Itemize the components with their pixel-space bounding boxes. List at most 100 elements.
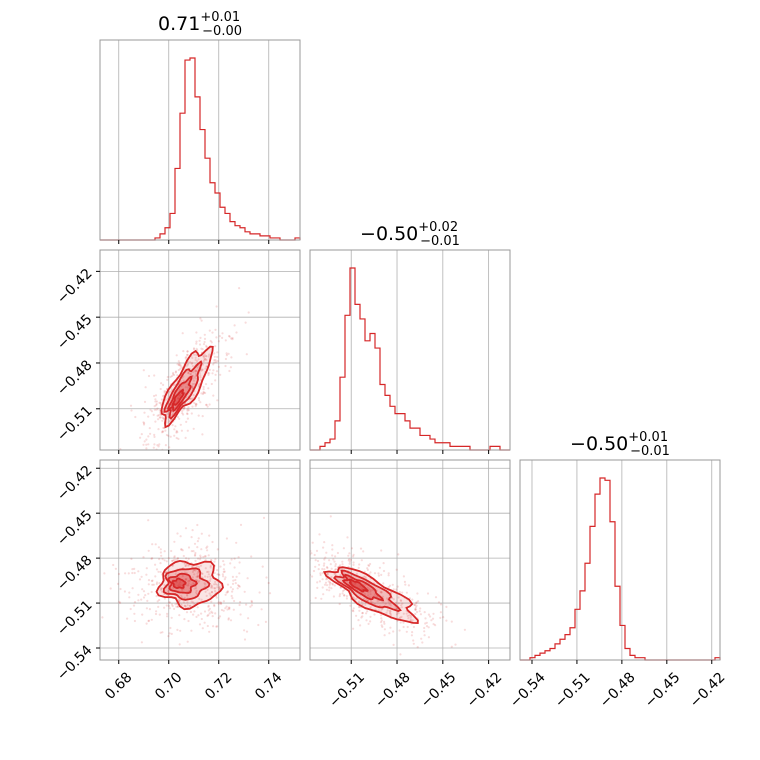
scatter-point xyxy=(222,575,225,578)
scatter-point xyxy=(138,578,142,581)
scatter-point xyxy=(202,360,205,363)
scatter-point xyxy=(245,630,249,633)
scatter-point xyxy=(262,516,266,520)
scatter-point xyxy=(185,557,188,560)
scatter-point xyxy=(388,609,391,613)
scatter-point xyxy=(204,555,207,558)
scatter-point xyxy=(200,347,203,350)
scatter-point xyxy=(193,554,197,557)
scatter-point xyxy=(316,559,320,563)
scatter-point xyxy=(207,554,210,557)
scatter-point xyxy=(184,564,188,567)
scatter-point xyxy=(226,608,229,611)
scatter-point xyxy=(168,446,171,449)
scatter-point xyxy=(175,605,178,608)
scatter-point xyxy=(380,591,383,594)
histogram-panel-1 xyxy=(309,249,511,451)
scatter-point xyxy=(348,552,351,555)
scatter-point xyxy=(141,588,144,591)
scatter-point xyxy=(365,598,368,601)
x-tick-label: 0.70 xyxy=(152,669,185,702)
scatter-point xyxy=(206,549,209,552)
scatter-point xyxy=(155,583,158,586)
scatter-point xyxy=(406,614,409,618)
scatter-point xyxy=(231,588,234,591)
scatter-point xyxy=(162,383,165,386)
scatter-point xyxy=(308,532,310,534)
scatter-point xyxy=(323,541,326,544)
scatter-point xyxy=(329,563,332,566)
scatter-point xyxy=(379,621,383,624)
scatter-point xyxy=(415,601,418,604)
scatter-point xyxy=(190,583,193,587)
scatter-point xyxy=(131,571,134,575)
scatter-point xyxy=(377,609,380,612)
scatter-point xyxy=(343,594,346,597)
scatter-point xyxy=(202,555,205,559)
scatter-point xyxy=(237,584,241,588)
scatter-point xyxy=(352,561,355,564)
scatter-point xyxy=(183,406,186,409)
scatter-point xyxy=(216,399,219,402)
scatter-point xyxy=(369,620,372,623)
scatter-point xyxy=(191,405,194,408)
scatter-point xyxy=(206,570,209,574)
scatter-point xyxy=(315,549,319,553)
scatter-point xyxy=(193,542,197,545)
scatter-point xyxy=(352,610,355,613)
scatter-point xyxy=(186,409,189,412)
scatter-point xyxy=(182,406,186,409)
scatter-point xyxy=(318,563,321,566)
scatter-point xyxy=(373,593,377,596)
scatter-point xyxy=(360,559,363,562)
scatter-point xyxy=(200,369,203,372)
scatter-point xyxy=(352,597,356,600)
x-tick-label: −0.51 xyxy=(326,669,368,711)
scatter-point xyxy=(198,343,202,346)
scatter-point xyxy=(198,623,202,626)
scatter-point xyxy=(214,361,217,364)
density-panel-0-1 xyxy=(99,249,301,451)
contour-level-3 xyxy=(348,578,369,593)
scatter-point xyxy=(306,534,308,536)
scatter-point xyxy=(334,568,338,571)
scatter-point xyxy=(158,613,161,616)
scatter-point xyxy=(184,578,187,581)
scatter-point xyxy=(191,361,194,364)
scatter-point xyxy=(144,386,147,389)
y-tick-label: −0.48 xyxy=(54,357,96,399)
scatter-point xyxy=(233,599,236,603)
scatter-point xyxy=(190,397,193,400)
scatter-point xyxy=(175,431,178,434)
scatter-point xyxy=(347,559,350,562)
scatter-point xyxy=(369,615,372,618)
scatter-point xyxy=(195,331,198,334)
scatter-point xyxy=(137,593,140,596)
scatter-point xyxy=(304,564,306,566)
scatter-point xyxy=(155,610,158,613)
scatter-point xyxy=(192,379,196,382)
scatter-point xyxy=(414,606,417,609)
scatter-point xyxy=(260,608,263,611)
scatter-point xyxy=(369,589,372,592)
scatter-point xyxy=(330,576,333,579)
scatter-point xyxy=(162,394,165,398)
scatter-point xyxy=(327,580,330,583)
scatter-point xyxy=(162,430,165,433)
scatter-point xyxy=(195,340,198,343)
scatter-point xyxy=(325,584,329,587)
scatter-point xyxy=(206,575,209,579)
scatter-point xyxy=(175,581,178,584)
scatter-point xyxy=(371,601,374,604)
scatter-point xyxy=(325,551,328,554)
scatter-point xyxy=(439,611,442,614)
parameter-title-1: −0.50+0.02 −0.01 xyxy=(360,220,460,249)
scatter-point xyxy=(227,617,230,620)
scatter-point xyxy=(170,616,173,619)
scatter-point xyxy=(201,348,204,351)
scatter-point xyxy=(247,617,250,620)
scatter-point xyxy=(145,573,148,576)
scatter-point xyxy=(209,564,212,568)
y-tick-label: −0.48 xyxy=(54,552,96,594)
scatter-point xyxy=(191,356,194,359)
